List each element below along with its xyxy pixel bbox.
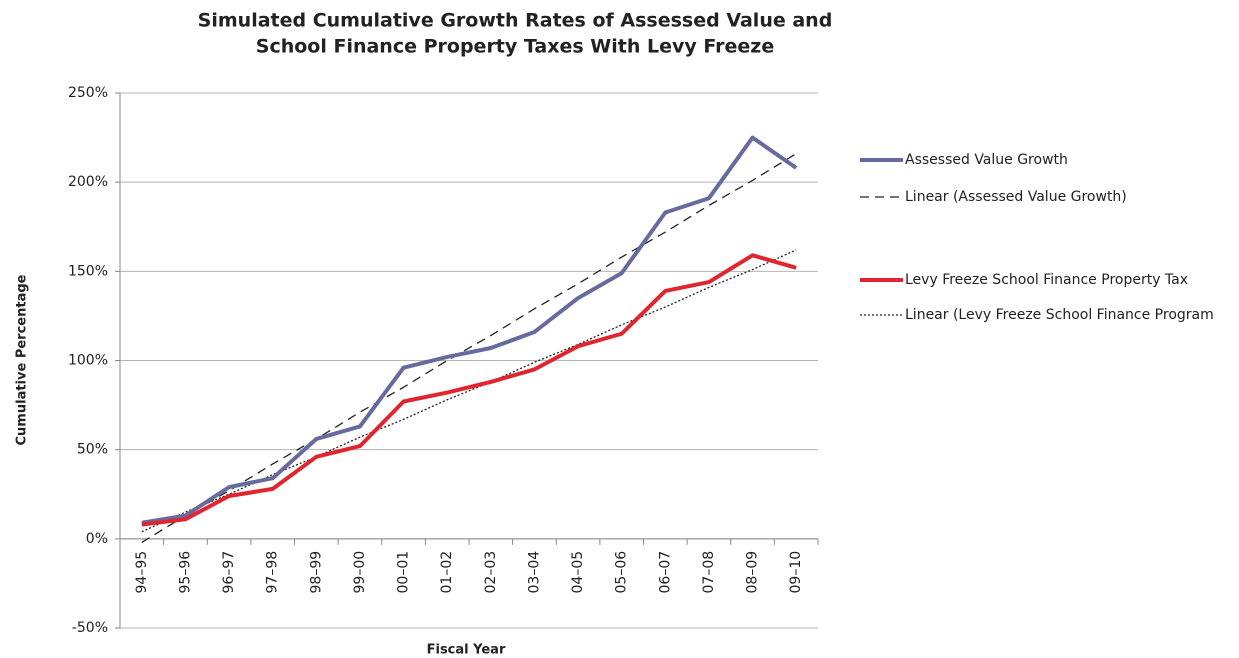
x-tick-label: 00–01 (396, 551, 412, 594)
x-tick-label: 03–04 (526, 551, 542, 594)
x-tick-label: 94–95 (134, 551, 150, 594)
x-tick-label: 99–00 (352, 551, 368, 594)
y-tick-label: 150% (68, 263, 108, 279)
x-tick-label: 98–99 (308, 551, 324, 594)
series-line (141, 253, 797, 527)
chart-title: School Finance Property Taxes With Levy … (256, 36, 774, 58)
x-tick-label: 06–07 (657, 551, 673, 594)
chart-title: Simulated Cumulative Growth Rates of Ass… (198, 10, 833, 32)
x-tick-label: 05–06 (614, 551, 630, 594)
y-tick-label: 200% (68, 174, 108, 190)
x-tick-label: 09–10 (788, 551, 804, 594)
x-tick-label: 97–98 (265, 551, 281, 594)
x-tick-label: 95–96 (177, 551, 193, 594)
legend-label: Assessed Value Growth (905, 152, 1068, 168)
x-tick-label: 04–05 (570, 551, 586, 594)
x-tick-label: 08–09 (745, 551, 761, 594)
legend-label: Linear (Assessed Value Growth) (905, 189, 1127, 205)
legend-label: Levy Freeze School Finance Property Tax (905, 272, 1188, 288)
x-tick-label: 02–03 (483, 551, 499, 594)
series-line (141, 153, 797, 543)
y-axis-title: Cumulative Percentage (15, 274, 30, 445)
series-line (141, 135, 798, 525)
x-tick-label: 01–02 (439, 551, 455, 594)
legend-label: Linear (Levy Freeze School Finance Progr… (905, 307, 1214, 323)
y-tick-label: 100% (68, 353, 108, 369)
y-tick-label: 0% (86, 531, 108, 547)
x-tick-label: 07–08 (701, 551, 717, 594)
y-tick-label: 50% (77, 442, 108, 458)
y-tick-label: 250% (68, 85, 108, 101)
y-tick-label: -50% (72, 620, 108, 636)
x-tick-label: 96–97 (221, 551, 237, 594)
series-line (141, 249, 797, 533)
x-axis-title: Fiscal Year (427, 643, 506, 658)
